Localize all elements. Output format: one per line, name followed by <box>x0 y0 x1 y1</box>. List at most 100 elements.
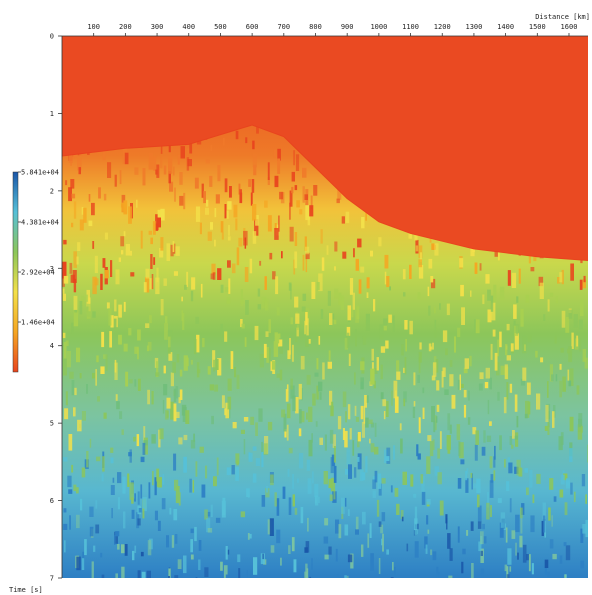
texture-speck <box>300 411 305 423</box>
texture-speck <box>555 374 558 382</box>
texture-speck <box>289 338 291 355</box>
texture-speck <box>457 526 460 543</box>
texture-speck <box>77 419 82 432</box>
texture-speck <box>276 306 280 316</box>
texture-speck <box>559 380 562 398</box>
x-tick-label: 1500 <box>529 23 546 31</box>
texture-speck <box>405 339 407 352</box>
texture-speck <box>569 368 574 386</box>
texture-speck <box>320 229 323 244</box>
texture-speck <box>324 518 329 526</box>
texture-speck <box>369 523 372 538</box>
texture-speck <box>236 374 240 389</box>
texture-speck <box>142 497 147 512</box>
texture-speck <box>489 377 492 390</box>
texture-speck <box>153 156 157 171</box>
texture-speck <box>246 488 250 497</box>
texture-speck <box>435 415 437 431</box>
texture-speck <box>478 383 483 391</box>
texture-speck <box>225 402 230 419</box>
texture-speck <box>267 421 273 431</box>
texture-speck <box>123 343 128 352</box>
texture-speck <box>332 434 336 448</box>
texture-speck <box>174 479 179 491</box>
texture-speck <box>69 262 73 274</box>
texture-speck <box>152 221 156 235</box>
texture-speck <box>130 272 135 277</box>
texture-speck <box>394 396 399 413</box>
texture-speck <box>259 353 264 368</box>
texture-speck <box>110 457 114 464</box>
texture-speck <box>370 368 375 385</box>
texture-speck <box>123 200 128 215</box>
texture-speck <box>298 383 302 400</box>
texture-speck <box>224 287 229 293</box>
texture-speck <box>474 319 476 334</box>
texture-speck <box>220 221 224 233</box>
texture-speck <box>168 156 173 174</box>
texture-speck <box>296 327 299 337</box>
texture-speck <box>352 292 355 310</box>
texture-speck <box>123 511 126 529</box>
y-tick-label: 4 <box>50 342 54 350</box>
texture-speck <box>506 382 509 400</box>
texture-speck <box>389 286 391 291</box>
texture-speck <box>160 237 164 251</box>
texture-speck <box>220 323 223 338</box>
texture-speck <box>499 435 502 451</box>
texture-speck <box>148 152 154 170</box>
texture-speck <box>150 237 153 245</box>
texture-speck <box>304 571 308 578</box>
texture-speck <box>264 276 267 290</box>
texture-speck <box>76 347 81 363</box>
texture-speck <box>467 390 470 401</box>
texture-speck <box>545 404 549 422</box>
texture-speck <box>210 144 213 152</box>
texture-speck <box>293 150 295 166</box>
texture-speck <box>157 209 162 220</box>
texture-speck <box>250 416 255 425</box>
texture-speck <box>378 521 382 527</box>
texture-speck <box>168 171 171 184</box>
texture-speck <box>420 474 424 484</box>
texture-speck <box>180 146 185 159</box>
texture-speck <box>86 384 88 394</box>
texture-speck <box>346 332 350 348</box>
texture-speck <box>136 199 138 208</box>
texture-speck <box>294 232 298 246</box>
texture-speck <box>166 411 169 418</box>
texture-speck <box>244 237 247 249</box>
texture-speck <box>196 334 200 353</box>
texture-speck <box>449 374 454 387</box>
texture-speck <box>506 566 509 578</box>
texture-speck <box>573 491 576 503</box>
texture-speck <box>433 356 437 369</box>
texture-speck <box>314 483 319 498</box>
texture-speck <box>428 305 431 316</box>
texture-speck <box>459 258 464 268</box>
texture-speck <box>169 181 174 192</box>
texture-speck <box>118 257 121 262</box>
texture-speck <box>268 348 271 364</box>
texture-speck <box>371 362 374 371</box>
texture-speck <box>553 496 557 502</box>
texture-speck <box>296 478 299 483</box>
texture-speck <box>559 555 563 564</box>
texture-speck <box>261 441 264 453</box>
texture-speck <box>513 304 517 319</box>
texture-speck <box>461 383 464 388</box>
texture-speck <box>173 403 177 422</box>
texture-speck <box>336 574 339 578</box>
texture-speck <box>357 432 361 442</box>
texture-speck <box>549 292 554 297</box>
texture-speck <box>177 559 182 569</box>
texture-speck <box>76 256 79 265</box>
texture-speck <box>394 487 399 497</box>
texture-speck <box>239 192 243 203</box>
colorbar-tick-label: 1.46e+04 <box>21 319 55 327</box>
texture-speck <box>367 533 370 548</box>
texture-speck <box>460 459 465 465</box>
texture-speck <box>127 473 130 487</box>
texture-speck <box>429 440 434 457</box>
